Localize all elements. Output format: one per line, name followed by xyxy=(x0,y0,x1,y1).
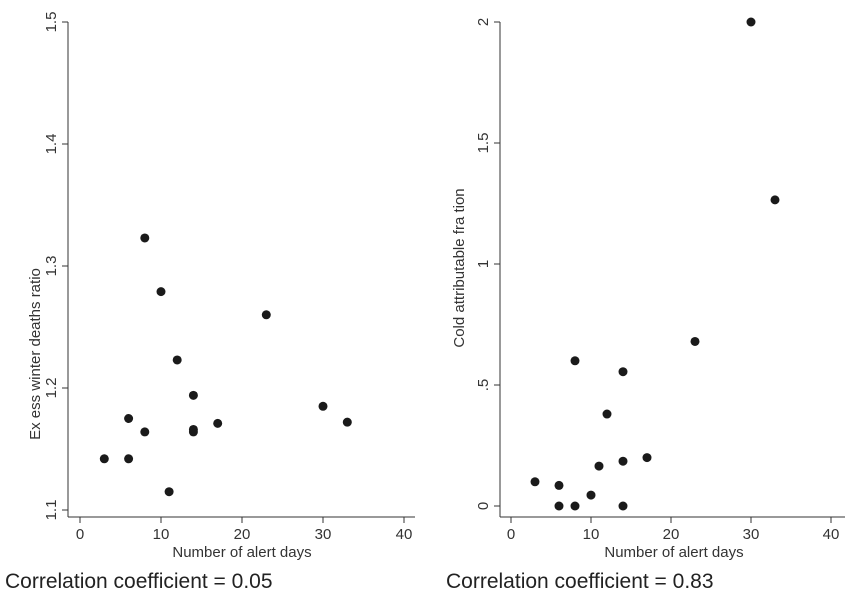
right-data-point xyxy=(570,356,580,366)
left-data-point xyxy=(99,454,109,464)
left-data-point xyxy=(188,427,198,437)
right-data-point xyxy=(570,501,580,511)
right-scatter-panel: 0.511.52 0 10 20 30 40 Number of alert days … xyxy=(451,17,845,561)
left-data-point xyxy=(188,390,198,400)
right-x-tick-label: 0 xyxy=(507,526,515,543)
right-correlation-caption: Correlation coefficient = 0.83 xyxy=(446,570,714,593)
right-data-point xyxy=(618,456,628,466)
left-data-point xyxy=(261,310,271,320)
right-data-point xyxy=(770,195,780,205)
right-data-point xyxy=(642,453,652,463)
right-x-axis-label: Number of alert days xyxy=(604,544,743,561)
right-data-point xyxy=(746,17,756,27)
left-x-tick-label: 20 xyxy=(234,526,251,543)
left-data-point xyxy=(318,401,328,411)
left-points xyxy=(99,233,352,497)
right-y-tick-label: 1 xyxy=(475,260,492,268)
right-y-tick-label: .5 xyxy=(475,379,492,392)
right-data-point xyxy=(618,367,628,377)
left-y-tick-label: 1.4 xyxy=(43,134,60,155)
right-x-tick-label: 20 xyxy=(663,526,680,543)
right-x-tick-label: 30 xyxy=(743,526,760,543)
left-data-point xyxy=(156,287,166,297)
left-data-point xyxy=(140,233,150,243)
left-correlation-caption: Correlation coefficient = 0.05 xyxy=(5,570,273,593)
left-x-tick-label: 40 xyxy=(396,526,413,543)
right-data-point xyxy=(554,480,564,490)
right-y-tick-label: 0 xyxy=(475,502,492,510)
left-x-axis-label: Number of alert days xyxy=(172,544,311,561)
right-y-ticks: 0 .5 1 1.5 2 xyxy=(475,18,500,510)
left-x-ticks: 0 10 20 30 40 xyxy=(76,517,413,543)
left-x-tick-label: 0 xyxy=(76,526,84,543)
left-data-point xyxy=(164,487,174,497)
left-x-tick-label: 10 xyxy=(153,526,170,543)
right-x-tick-label: 40 xyxy=(823,526,840,543)
right-data-point xyxy=(554,501,564,511)
left-data-point xyxy=(172,355,182,365)
left-data-point xyxy=(213,418,223,428)
right-data-point xyxy=(594,461,604,471)
left-x-tick-label: 30 xyxy=(315,526,332,543)
right-y-tick-label: 2 xyxy=(475,18,492,26)
left-data-point xyxy=(342,417,352,427)
right-data-point xyxy=(586,490,596,500)
right-data-point xyxy=(618,501,628,511)
left-y-axis-label: Ex ess winter deaths ratio xyxy=(27,268,44,440)
left-data-point xyxy=(140,427,150,437)
left-y-tick-label: 1.1 xyxy=(43,500,60,521)
right-x-ticks: 0 10 20 30 40 xyxy=(507,517,840,543)
right-y-tick-label: 1.5 xyxy=(475,133,492,154)
left-y-ticks: 1.1 1.2 1.3 1.4 1.5 xyxy=(43,12,68,521)
right-y-axis-label: Cold attributable fra tion xyxy=(451,188,468,347)
right-points xyxy=(530,17,780,511)
right-data-point xyxy=(602,409,612,419)
right-data-point xyxy=(690,336,700,346)
left-scatter-panel: 1.1 1.2 1.3 1.4 1.5 0 10 20 30 40 Number of aler… xyxy=(27,12,415,561)
left-data-point xyxy=(124,454,134,464)
left-y-tick-label: 1.3 xyxy=(43,256,60,277)
left-y-tick-label: 1.2 xyxy=(43,378,60,399)
left-data-point xyxy=(124,414,134,423)
right-data-point xyxy=(530,477,540,487)
left-y-tick-label: 1.5 xyxy=(43,12,60,33)
right-x-tick-label: 10 xyxy=(583,526,600,543)
